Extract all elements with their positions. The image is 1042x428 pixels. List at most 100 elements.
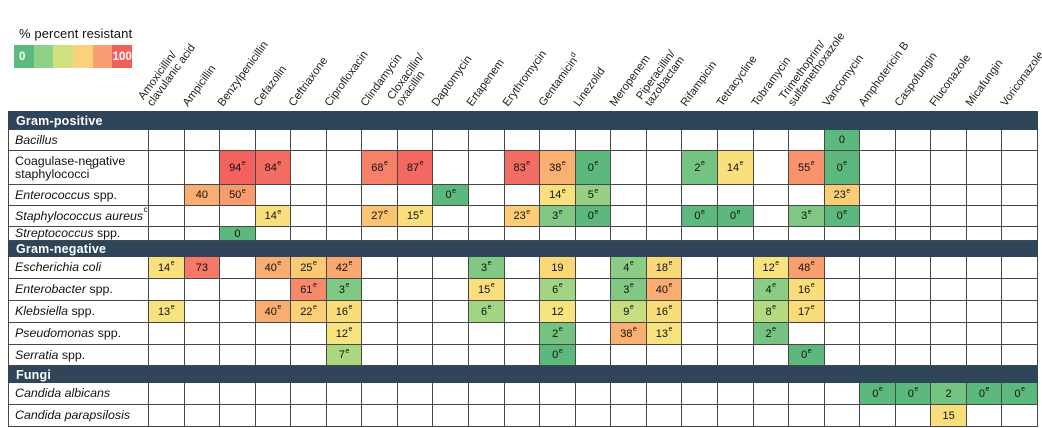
empty-cell bbox=[966, 206, 1003, 227]
resistance-cell: 84 e bbox=[255, 151, 292, 185]
empty-cell bbox=[255, 279, 292, 301]
empty-cell bbox=[966, 130, 1003, 151]
empty-cell bbox=[433, 227, 470, 241]
resistance-cell: 22 e bbox=[291, 301, 327, 323]
resistance-cell: 16 e bbox=[326, 301, 363, 323]
resistance-cell: 0 bbox=[220, 227, 256, 241]
empty-cell bbox=[931, 206, 967, 227]
organism-label: Enterococcus spp. bbox=[9, 185, 149, 206]
legend-swatch: 100 bbox=[112, 45, 133, 68]
empty-cell bbox=[611, 206, 647, 227]
legend-swatch bbox=[92, 45, 113, 68]
empty-cell bbox=[575, 345, 612, 366]
empty-cell bbox=[504, 383, 541, 405]
resistance-cell: 27 e bbox=[362, 206, 398, 227]
resistance-cell: 19 bbox=[540, 257, 576, 279]
empty-cell bbox=[397, 279, 434, 301]
empty-cell bbox=[1002, 345, 1038, 366]
organism-row-enterobacter-spp: Enterobacter spp. 61 e 3 e 15 e 6 e 3 e 40 e 4 e 16 e bbox=[8, 279, 1038, 301]
resistance-cell: 40 e bbox=[646, 279, 683, 301]
empty-cell bbox=[469, 130, 505, 151]
empty-cell bbox=[682, 345, 718, 366]
empty-cell bbox=[575, 227, 612, 241]
empty-cell bbox=[682, 279, 718, 301]
resistance-cell: 14 e bbox=[540, 185, 576, 206]
empty-cell bbox=[966, 151, 1003, 185]
empty-cell bbox=[291, 227, 327, 241]
empty-cell bbox=[895, 185, 932, 206]
empty-cell bbox=[433, 345, 470, 366]
empty-cell bbox=[1002, 185, 1038, 206]
legend-min-label: 0 bbox=[19, 50, 26, 63]
empty-cell bbox=[433, 279, 470, 301]
empty-cell bbox=[611, 383, 647, 405]
resistance-cell: 18 e bbox=[646, 257, 683, 279]
resistance-cell: 73 bbox=[184, 257, 221, 279]
empty-cell bbox=[433, 405, 470, 427]
empty-cell bbox=[397, 227, 434, 241]
resistance-cell: 16 e bbox=[789, 279, 825, 301]
resistance-cell: 48 e bbox=[789, 257, 825, 279]
empty-cell bbox=[149, 405, 185, 427]
empty-cell bbox=[220, 257, 256, 279]
empty-cell bbox=[504, 279, 541, 301]
empty-cell bbox=[646, 345, 683, 366]
empty-cell bbox=[149, 227, 185, 241]
organism-label: Bacillus bbox=[9, 130, 149, 151]
empty-cell bbox=[966, 323, 1003, 345]
empty-cell bbox=[504, 301, 541, 323]
empty-cell bbox=[184, 323, 221, 345]
empty-cell bbox=[469, 345, 505, 366]
empty-cell bbox=[575, 323, 612, 345]
empty-cell bbox=[611, 405, 647, 427]
organism-row-enterococcus-spp: Enterococcus spp. 40 50 e 0 e 14 e 5 e 23 e bbox=[8, 185, 1038, 206]
resistance-cell: 12 bbox=[540, 301, 576, 323]
resistance-cell: 14 e bbox=[149, 257, 185, 279]
empty-cell bbox=[824, 323, 861, 345]
empty-cell bbox=[860, 185, 896, 206]
resistance-cell: 40 e bbox=[255, 301, 292, 323]
empty-cell bbox=[789, 323, 825, 345]
empty-cell bbox=[895, 323, 932, 345]
organism-row-candida-parapsilosis: Candida parapsilosis 15 bbox=[8, 405, 1038, 427]
organism-label: Enterobacter spp. bbox=[9, 279, 149, 301]
empty-cell bbox=[895, 279, 932, 301]
resistance-cell: 13 e bbox=[646, 323, 683, 345]
resistance-cell: 87 e bbox=[397, 151, 434, 185]
empty-cell bbox=[433, 151, 470, 185]
empty-cell bbox=[184, 345, 221, 366]
empty-cell bbox=[504, 345, 541, 366]
empty-cell bbox=[326, 227, 363, 241]
organism-row-coagulase-negative-staphylococci: Coagulase-negative staphylococcib 94 e 84 e 6… bbox=[8, 151, 1038, 185]
empty-cell bbox=[255, 405, 292, 427]
empty-cell bbox=[469, 185, 505, 206]
resistance-cell: 0 bbox=[824, 130, 861, 151]
empty-cell bbox=[326, 185, 363, 206]
resistance-cell: 15 bbox=[931, 405, 967, 427]
empty-cell bbox=[646, 383, 683, 405]
resistance-legend: % percent resistant 0 100 bbox=[14, 26, 132, 68]
empty-cell bbox=[611, 185, 647, 206]
empty-cell bbox=[220, 405, 256, 427]
empty-cell bbox=[895, 227, 932, 241]
empty-cell bbox=[966, 279, 1003, 301]
empty-cell bbox=[469, 383, 505, 405]
empty-cell bbox=[717, 279, 754, 301]
empty-cell bbox=[291, 345, 327, 366]
empty-cell bbox=[824, 227, 861, 241]
resistance-cell: 68 e bbox=[362, 151, 398, 185]
empty-cell bbox=[255, 383, 292, 405]
empty-cell bbox=[717, 227, 754, 241]
